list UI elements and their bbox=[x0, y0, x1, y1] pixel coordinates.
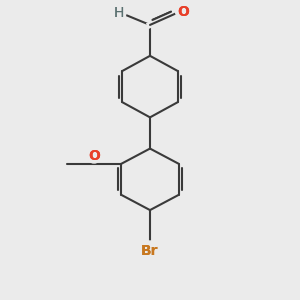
Circle shape bbox=[87, 148, 101, 163]
Circle shape bbox=[176, 4, 190, 19]
Circle shape bbox=[111, 6, 126, 20]
Circle shape bbox=[140, 241, 160, 262]
Text: O: O bbox=[88, 148, 100, 163]
Text: H: H bbox=[113, 6, 124, 20]
Text: Br: Br bbox=[141, 244, 159, 258]
Text: Br: Br bbox=[141, 244, 159, 258]
Text: O: O bbox=[88, 148, 100, 163]
Text: H: H bbox=[113, 6, 124, 20]
Text: O: O bbox=[177, 5, 189, 19]
Text: O: O bbox=[177, 5, 189, 19]
